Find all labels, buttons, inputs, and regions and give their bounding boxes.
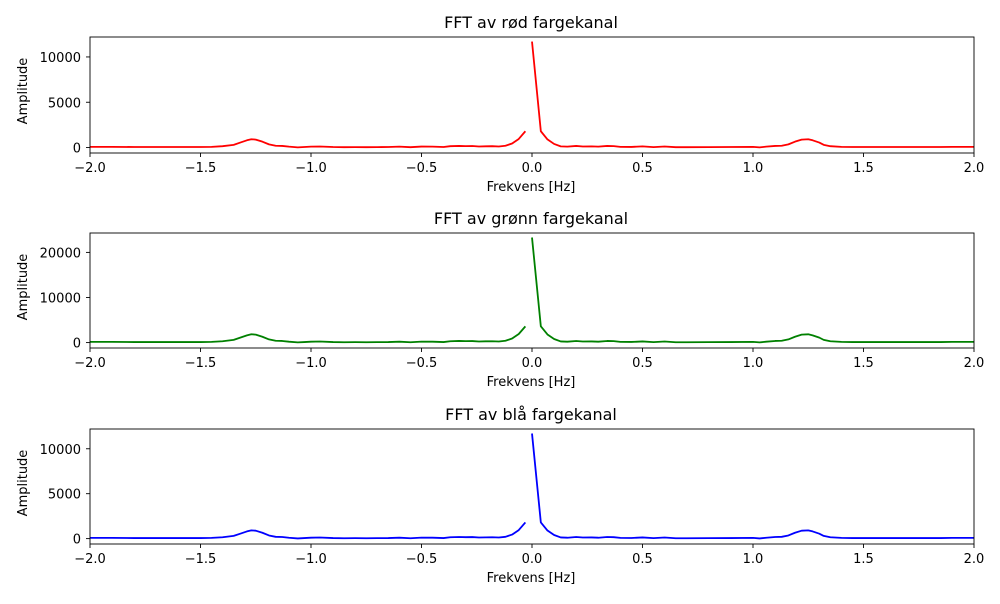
x-tick-label: −1.0	[295, 356, 327, 371]
x-tick-label: 2.0	[964, 356, 985, 371]
y-axis-label: Amplitude	[16, 450, 31, 517]
panel-red-channel: FFT av rød fargekanal Amplitude Frekvens…	[16, 13, 984, 195]
chart-title: FFT av blå fargekanal	[445, 405, 617, 424]
plot-area-red: −2.0 −1.5 −1.0 −0.5 0.0 0.5 1.0 1.5 2.0 0 5000 1000…	[40, 36, 985, 176]
x-tick-label: 2.0	[964, 552, 985, 567]
series-line-segment-0	[90, 130, 527, 149]
x-tick-label: −1.5	[185, 161, 217, 176]
x-tick-label: 1.5	[853, 552, 874, 567]
x-tick-label: −0.5	[406, 552, 438, 567]
y-tick-label: 0	[73, 337, 81, 352]
x-axis-label: Frekvens [Hz]	[487, 180, 576, 195]
x-tick-label: −0.5	[406, 161, 438, 176]
plot-area-blue: −2.0 −1.5 −1.0 −0.5 0.0 0.5 1.0 1.5 2.0 0 5000 1000…	[40, 428, 985, 567]
y-tick-label: 10000	[40, 51, 81, 66]
x-axis-label: Frekvens [Hz]	[487, 571, 576, 586]
x-tick-label: −2.0	[74, 552, 106, 567]
x-tick-label: 0.0	[522, 161, 543, 176]
series-line-segment-1	[531, 41, 974, 149]
y-tick-label: 10000	[40, 291, 81, 306]
x-tick-label: 1.5	[853, 356, 874, 371]
x-tick-label: −1.0	[295, 161, 327, 176]
plot-area-green: −2.0 −1.5 −1.0 −0.5 0.0 0.5 1.0 1.5 2.0 0 10000 200…	[40, 232, 985, 371]
x-tick-label: −0.5	[406, 356, 438, 371]
x-tick-label: −2.0	[74, 356, 106, 371]
series-line-segment-1	[531, 237, 974, 344]
x-tick-label: −1.5	[185, 552, 217, 567]
series-line-segment-0	[90, 521, 527, 540]
panel-green-channel: FFT av grønn fargekanal Amplitude Frekve…	[16, 209, 984, 390]
y-axis-label: Amplitude	[16, 254, 31, 321]
x-tick-label: 1.5	[853, 161, 874, 176]
chart-title: FFT av grønn fargekanal	[434, 209, 628, 228]
x-tick-label: −2.0	[74, 161, 106, 176]
x-tick-label: −1.5	[185, 356, 217, 371]
y-tick-label: 20000	[40, 246, 81, 261]
x-tick-label: 0.0	[522, 356, 543, 371]
y-tick-label: 5000	[48, 96, 81, 111]
y-tick-label: 0	[73, 533, 81, 548]
y-tick-label: 10000	[40, 443, 81, 458]
series-line-segment-1	[531, 433, 974, 540]
x-tick-label: −1.0	[295, 552, 327, 567]
x-tick-label: 1.0	[743, 161, 764, 176]
x-tick-label: 1.0	[743, 552, 764, 567]
x-axis-label: Frekvens [Hz]	[487, 375, 576, 390]
x-tick-label: 0.0	[522, 552, 543, 567]
chart-title: FFT av rød fargekanal	[444, 13, 618, 32]
y-tick-label: 5000	[48, 488, 81, 503]
x-tick-label: 1.0	[743, 356, 764, 371]
series-line-segment-0	[90, 325, 527, 344]
x-tick-label: 0.5	[632, 356, 653, 371]
y-tick-label: 0	[73, 142, 81, 157]
y-axis-label: Amplitude	[16, 58, 31, 125]
x-tick-label: 2.0	[964, 161, 985, 176]
x-tick-label: 0.5	[632, 552, 653, 567]
x-tick-label: 0.5	[632, 161, 653, 176]
panel-blue-channel: FFT av blå fargekanal Amplitude Frekvens…	[16, 405, 984, 586]
